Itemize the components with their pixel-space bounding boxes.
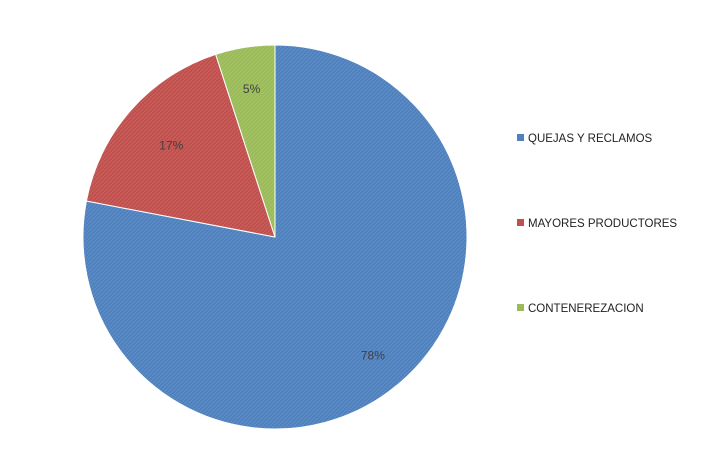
data-label-mayores-productores: 17% — [159, 139, 183, 153]
pie-slice-texture-mayores-productores — [86, 54, 276, 238]
pie-slice-texture-contenerezacion — [215, 45, 275, 237]
pie-data-labels: 78% 17% 5% — [159, 82, 385, 362]
legend-swatch-quejas-y-reclamos — [517, 134, 524, 141]
legend: QUEJAS Y RECLAMOS MAYORES PRODUCTORES CONT… — [517, 133, 677, 315]
data-label-quejas-y-reclamos: 78% — [361, 348, 385, 362]
data-label-contenerezacion: 5% — [243, 82, 261, 96]
legend-swatch-mayores-productores — [517, 219, 524, 226]
pie-slices — [82, 44, 468, 430]
legend-label-quejas-y-reclamos: QUEJAS Y RECLAMOS — [528, 133, 653, 145]
legend-swatch-contenerezacion — [517, 304, 524, 311]
legend-label-mayores-productores: MAYORES PRODUCTORES — [528, 218, 677, 230]
legend-label-contenerezacion: CONTENEREZACION — [528, 303, 644, 315]
